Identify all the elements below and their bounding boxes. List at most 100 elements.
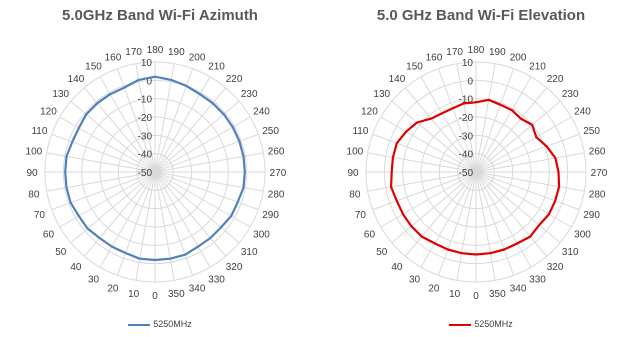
grid-spoke — [154, 87, 227, 173]
angle-tick-label: 300 — [574, 230, 591, 241]
angle-tick-label: 170 — [125, 47, 142, 58]
angle-tick-label: 340 — [510, 284, 527, 295]
angle-tick-label: 190 — [168, 47, 185, 58]
angle-tick-label: 20 — [428, 284, 440, 295]
radial-tick-label: 10 — [462, 58, 474, 69]
angle-tick-label: 20 — [107, 284, 119, 295]
angle-tick-label: 130 — [373, 89, 390, 100]
grid-spoke — [46, 152, 156, 173]
angle-tick-label: 70 — [34, 210, 46, 221]
grid-spoke — [83, 171, 156, 257]
angle-tick-label: 50 — [55, 247, 67, 258]
grid-spoke — [46, 171, 156, 192]
grid-spoke — [51, 133, 156, 173]
grid-spoke — [154, 171, 194, 276]
angle-tick-label: 0 — [473, 291, 479, 302]
angle-tick-label: 0 — [152, 291, 158, 302]
radial-tick-label: 0 — [146, 76, 152, 87]
angle-tick-label: 350 — [168, 289, 185, 300]
grid-spoke — [154, 171, 211, 268]
azimuth-chart: 0 10 20 30 40 50 60 70 80 90 100 110 120 130 140 150 160… — [0, 0, 320, 337]
angle-tick-label: 320 — [547, 262, 564, 273]
grid-spoke — [475, 171, 585, 192]
grid-spoke — [154, 63, 175, 173]
grid-spoke — [367, 171, 477, 192]
chart-title: 5.0GHz Band Wi-Fi Azimuth — [62, 7, 258, 24]
angle-tick-label: 100 — [26, 147, 43, 158]
angle-tick-label: 200 — [510, 52, 527, 63]
angle-tick-label: 180 — [147, 45, 164, 56]
grid-spoke — [154, 171, 259, 211]
legend-label: 5250MHz — [474, 319, 513, 329]
angle-tick-label: 270 — [270, 168, 287, 179]
angle-tick-label: 30 — [409, 275, 421, 286]
grid-spoke — [391, 100, 477, 173]
radial-tick-label: -20 — [138, 113, 153, 124]
grid-spoke — [475, 76, 532, 173]
angle-tick-label: 120 — [361, 107, 378, 118]
angle-tick-label: 150 — [85, 61, 102, 72]
angle-tick-label: 40 — [70, 262, 82, 273]
grid-spoke — [475, 171, 496, 281]
angle-tick-label: 90 — [347, 168, 359, 179]
grid-spoke — [475, 171, 561, 244]
angle-tick-label: 250 — [262, 126, 279, 137]
radial-tick-label: -20 — [459, 113, 474, 124]
grid-spoke — [475, 171, 548, 257]
grid-spoke — [70, 171, 156, 244]
angle-tick-label: 140 — [68, 74, 85, 85]
angle-tick-label: 230 — [241, 89, 258, 100]
angle-tick-label: 260 — [589, 147, 606, 158]
grid-spoke — [154, 171, 251, 228]
grid-spoke — [116, 68, 156, 173]
grid-spoke — [83, 87, 156, 173]
grid-spoke — [154, 76, 211, 173]
grid-spoke — [475, 87, 548, 173]
angle-tick-label: 220 — [547, 74, 564, 85]
angle-tick-label: 60 — [43, 230, 55, 241]
grid-spoke — [475, 171, 572, 228]
grid-spoke — [475, 171, 532, 268]
angle-tick-label: 50 — [376, 247, 388, 258]
angle-tick-label: 280 — [268, 189, 285, 200]
grid-spoke — [372, 171, 477, 211]
series-line-5250MHz — [64, 75, 246, 262]
grid-spoke — [475, 171, 515, 276]
grid-spoke — [51, 171, 156, 211]
grid-spoke — [154, 171, 264, 192]
radial-tick-label: -50 — [459, 168, 474, 179]
angle-tick-label: 340 — [189, 284, 206, 295]
angle-tick-label: 230 — [562, 89, 579, 100]
angle-tick-label: 290 — [583, 210, 600, 221]
radial-tick-label: -30 — [459, 131, 474, 142]
angle-tick-label: 260 — [268, 147, 285, 158]
grid-spoke — [404, 87, 477, 173]
angle-tick-label: 150 — [406, 61, 423, 72]
angle-tick-label: 300 — [253, 230, 270, 241]
angle-tick-label: 350 — [489, 289, 506, 300]
grid-spoke — [154, 171, 240, 244]
angle-tick-label: 170 — [446, 47, 463, 58]
angle-tick-label: 110 — [352, 126, 368, 137]
angle-tick-label: 330 — [208, 275, 225, 286]
grid-spoke — [380, 116, 477, 173]
angle-tick-label: 210 — [529, 61, 546, 72]
angle-tick-label: 330 — [529, 275, 546, 286]
azimuth-polar-plot: 0102030405060708090100110120130140150160… — [26, 45, 287, 302]
grid-spoke — [154, 133, 259, 173]
grid-spoke — [475, 68, 515, 173]
angle-tick-label: 250 — [583, 126, 600, 137]
grid-spoke — [420, 76, 477, 173]
angle-tick-label: 70 — [355, 210, 367, 221]
grid-spoke — [475, 171, 580, 211]
grid-spoke — [391, 171, 477, 244]
angle-tick-label: 80 — [28, 189, 40, 200]
grid-spoke — [475, 63, 496, 173]
radial-tick-label: -40 — [138, 150, 153, 161]
angle-tick-label: 310 — [562, 247, 579, 258]
elevation-chart: 0 10 20 30 40 50 60 70 80 90 100 110 120 130 140 150 160… — [321, 0, 641, 337]
angle-tick-label: 190 — [489, 47, 506, 58]
grid-spoke — [99, 76, 156, 173]
angle-tick-label: 60 — [364, 230, 376, 241]
angle-tick-label: 310 — [241, 247, 258, 258]
